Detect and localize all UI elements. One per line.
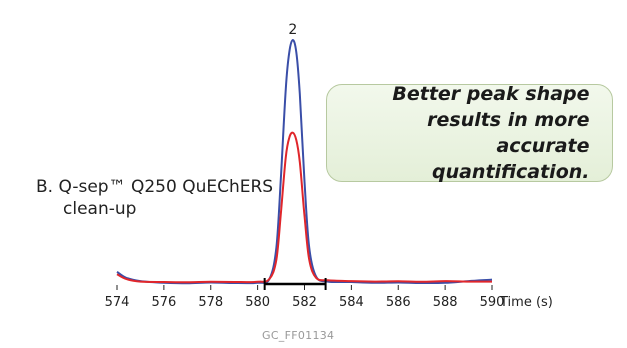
x-tick-label: 588 xyxy=(433,295,458,310)
x-tick-label: 580 xyxy=(245,295,270,310)
x-tick-label: 590 xyxy=(480,295,505,310)
x-axis-label: Time (s) xyxy=(499,295,553,310)
x-tick-label: 584 xyxy=(339,295,364,310)
callout-box: Better peak shape results in more accura… xyxy=(326,81,613,185)
panel-label-line2: clean-up xyxy=(63,199,137,219)
integration-bar xyxy=(263,278,327,290)
callout-line3: quantification. xyxy=(431,161,590,183)
x-tick-label: 574 xyxy=(105,295,130,310)
panel-label-line1: Q-sep™ Q250 QuEChERS xyxy=(58,177,274,197)
x-axis-ticks: 574 576 578 580 582 584 586 588 590 xyxy=(105,285,505,310)
series-line-1 xyxy=(116,131,492,284)
figure-credit: GC_FF01134 xyxy=(262,329,335,342)
series-layer xyxy=(116,38,493,285)
callout-text: Better peak shape results in more accura… xyxy=(350,81,590,185)
callout-line2: results in more accurate xyxy=(427,109,590,157)
callout-line1: Better peak shape xyxy=(392,83,590,105)
panel-label-prefix: B. xyxy=(36,177,54,197)
peak-label: 2 xyxy=(288,22,297,38)
x-tick-label: 586 xyxy=(386,295,411,310)
x-tick-label: 576 xyxy=(151,295,176,310)
x-tick-label: 582 xyxy=(292,295,317,310)
panel-label: B. Q-sep™ Q250 QuEChERS clean-up xyxy=(36,176,273,220)
x-tick-label: 578 xyxy=(198,295,223,310)
